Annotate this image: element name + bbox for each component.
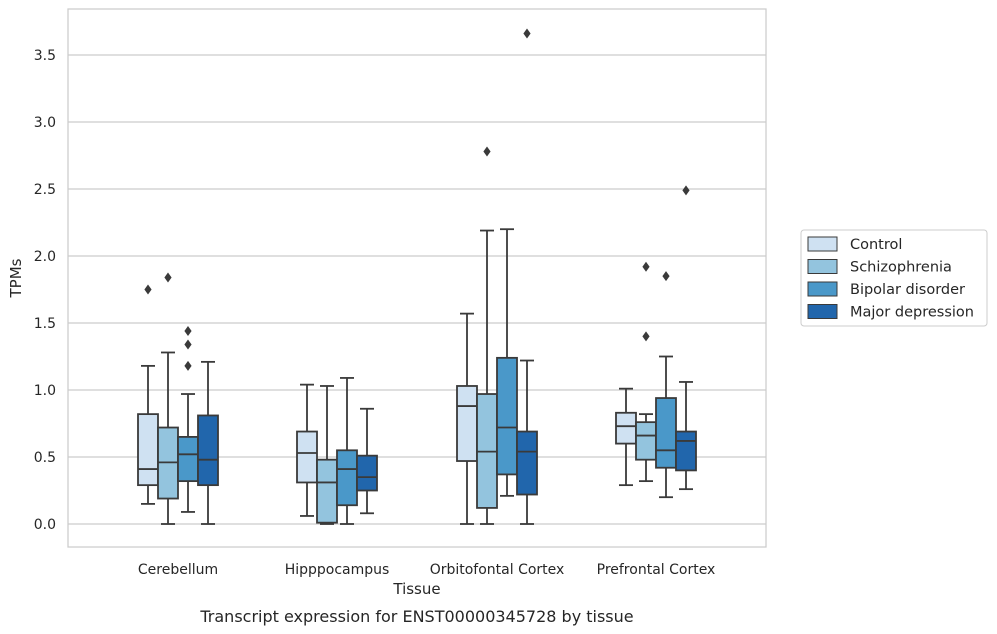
legend-label: Schizophrenia [850, 260, 952, 276]
box-plot [177, 326, 199, 513]
outlier-point [483, 146, 491, 157]
legend-item: Control [807, 236, 902, 253]
box-plot [197, 360, 219, 525]
box-body [356, 454, 378, 492]
box-body [615, 411, 637, 445]
box-plot [137, 284, 159, 505]
outlier-point [184, 326, 192, 337]
box-plot [675, 185, 697, 491]
y-tick-label: 2.5 [34, 182, 56, 198]
box-plot [456, 312, 478, 525]
outlier-point [164, 272, 172, 283]
y-tick-label: 2.0 [34, 249, 56, 265]
y-tick-label: 3.5 [34, 48, 56, 64]
box-plot [516, 28, 538, 525]
legend-items: Control Schizophrenia Bipolar disorder Majo… [807, 236, 974, 321]
outlier-point [144, 284, 152, 295]
box-plot [635, 261, 657, 483]
legend-label: Major depression [850, 305, 974, 321]
outlier-point [184, 339, 192, 350]
outlier-point [682, 185, 690, 196]
box-plot [476, 146, 498, 525]
y-tick-label: 0.5 [34, 450, 56, 466]
x-tick-label: Hipppocampus [285, 562, 390, 578]
legend-swatch [807, 259, 838, 274]
box-plot [356, 407, 378, 515]
box-body [675, 430, 697, 472]
box-plots [137, 28, 697, 525]
outlier-point [523, 28, 531, 39]
box-body [635, 421, 657, 461]
legend-label: Control [850, 237, 902, 253]
y-tick-label: 3.0 [34, 115, 56, 131]
chart-caption: Transcript expression for ENST0000034572… [199, 607, 633, 626]
legend-item: Bipolar disorder [807, 281, 965, 298]
box-body [137, 413, 159, 487]
legend-frame [800, 229, 988, 327]
box-plot [336, 377, 358, 525]
box-body [496, 356, 518, 476]
box-body [316, 458, 338, 524]
box-body [197, 414, 219, 487]
legend-swatch [807, 281, 838, 297]
outlier-point [184, 360, 192, 371]
x-tick-label: Cerebellum [138, 562, 218, 578]
box-body [336, 449, 358, 507]
x-axis-label: Tissue [392, 580, 440, 598]
outlier-point [662, 271, 670, 282]
x-tick-labels: Cerebellum Hipppocampus Orbitofontal Corte… [138, 562, 715, 578]
x-tick-label: Orbitofontal Cortex [430, 562, 565, 578]
box-body [456, 385, 478, 462]
legend-label: Bipolar disorder [850, 282, 965, 298]
box-body [655, 397, 677, 469]
box-plot [296, 383, 318, 517]
x-tick-label: Prefrontal Cortex [597, 562, 716, 578]
legend: Control Schizophrenia Bipolar disorder Majo… [800, 229, 988, 327]
legend-item: Major depression [807, 304, 974, 321]
legend-swatch [807, 236, 838, 252]
y-tick-labels: 0.0 0.5 1.0 1.5 2.0 2.5 3.0 3.5 [34, 48, 56, 533]
legend-item: Schizophrenia [807, 259, 952, 276]
box-plot [496, 228, 518, 497]
y-tick-label: 1.0 [34, 383, 56, 399]
box-body [177, 435, 199, 483]
box-plot [615, 387, 637, 487]
legend-swatch [807, 304, 838, 319]
box-body [296, 430, 318, 484]
y-tick-label: 1.5 [34, 316, 56, 332]
outlier-point [642, 331, 650, 342]
y-axis-label: TPMs [7, 258, 25, 298]
y-tick-label: 0.0 [34, 517, 56, 533]
outlier-point [642, 261, 650, 272]
box-body [516, 430, 538, 496]
plot-frame [67, 8, 767, 548]
